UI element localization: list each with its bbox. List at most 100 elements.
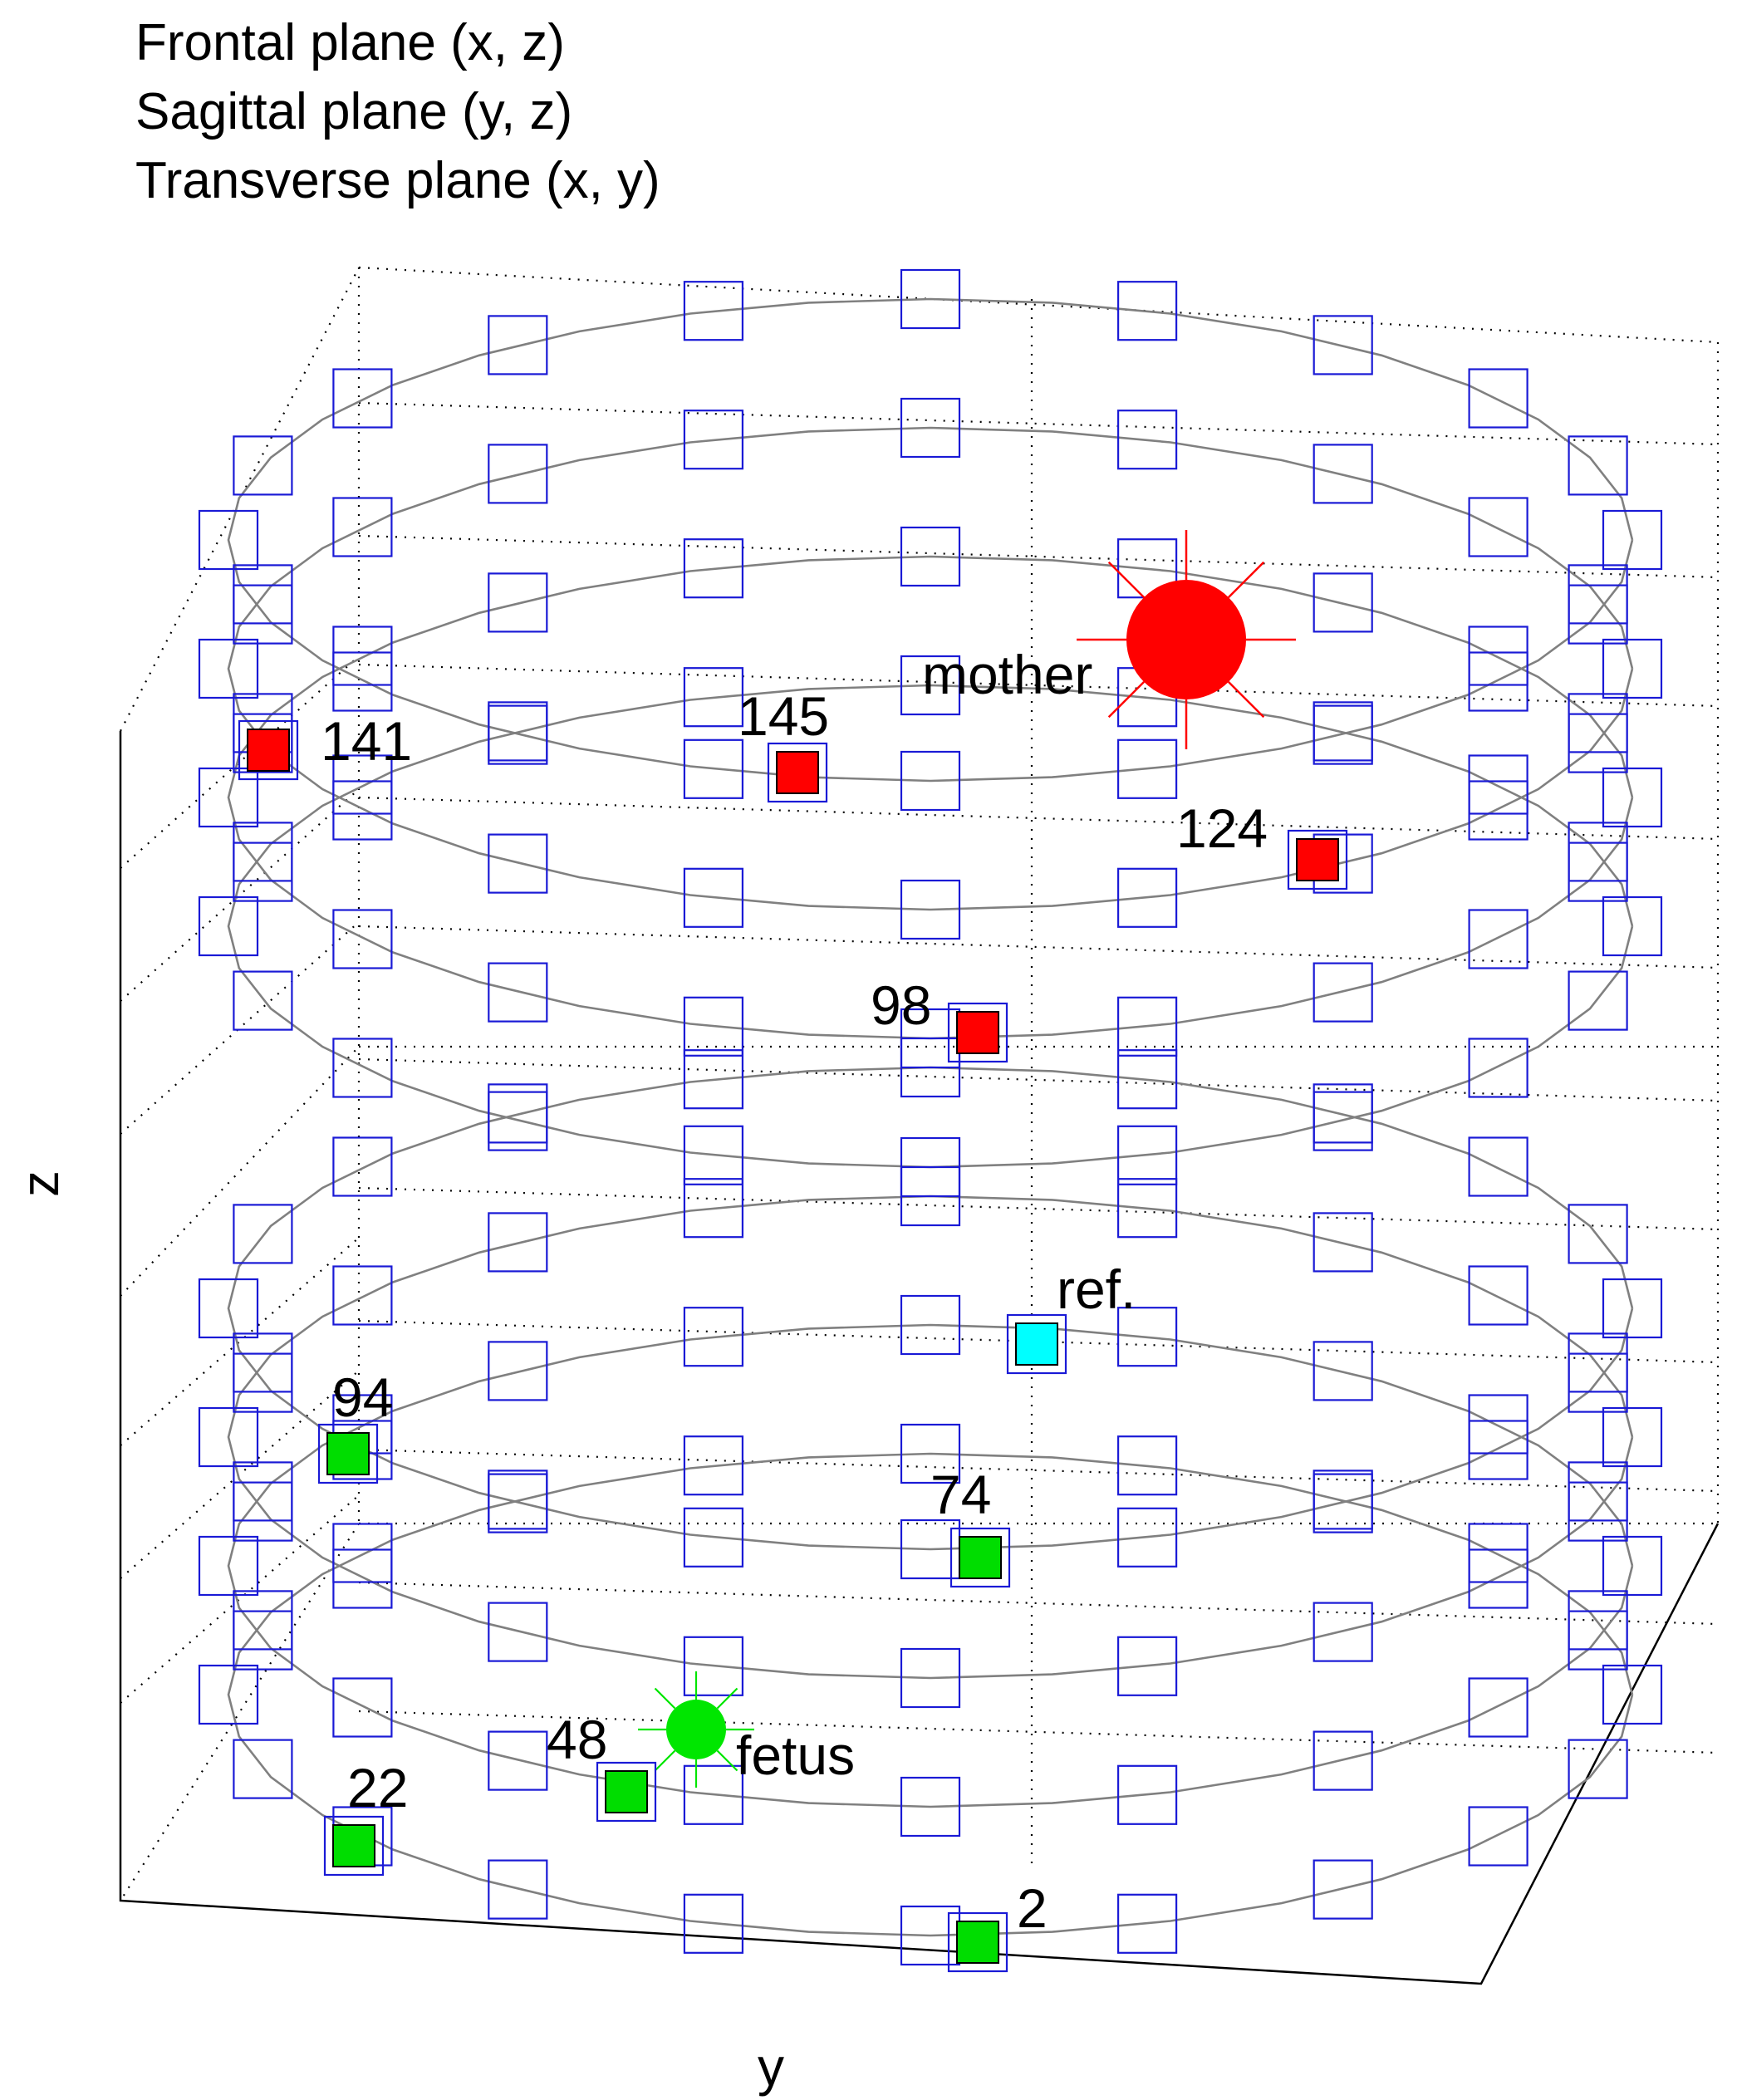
electrode-27 xyxy=(488,833,548,894)
electrode-53 xyxy=(488,572,548,633)
electrode-69 xyxy=(233,970,293,1031)
marked-outline-ref. xyxy=(1006,1313,1067,1375)
electrode-71 xyxy=(233,822,293,882)
electrode-60 xyxy=(1602,895,1663,957)
fetus-source: fetus xyxy=(638,1671,855,1788)
electrode-116 xyxy=(1116,1178,1178,1239)
electrode-130 xyxy=(198,1535,259,1597)
electrode-8 xyxy=(332,651,393,712)
electrode-26 xyxy=(683,867,744,928)
electrode-label-124: 124 xyxy=(1176,797,1268,859)
electrode-label-94: 94 xyxy=(332,1366,393,1428)
marked-fill-124 xyxy=(1296,838,1339,881)
electrode-52 xyxy=(332,626,393,686)
electrode-46 xyxy=(683,996,744,1057)
electrode-1 xyxy=(1568,584,1628,645)
marked-fill-ref. xyxy=(1015,1322,1058,1366)
electrode-15 xyxy=(900,268,961,330)
electrode-107 xyxy=(488,1602,548,1662)
electrode-5 xyxy=(900,750,961,812)
marked-fill-145 xyxy=(776,751,819,794)
electrode-101 xyxy=(1568,1481,1628,1542)
grid-line-21 xyxy=(358,1186,1719,1231)
electrode-155 xyxy=(900,1423,961,1484)
electrode-98 xyxy=(1468,1136,1528,1197)
electrode-126 xyxy=(683,1764,744,1825)
mother-ray-5 xyxy=(1107,561,1145,598)
grid-line-24 xyxy=(358,1581,1719,1626)
electrode-17 xyxy=(1313,315,1373,375)
fetus-ray-7 xyxy=(716,1687,738,1710)
marked-outline-48 xyxy=(596,1761,657,1823)
legend-sagittal: Sagittal plane (y, z) xyxy=(135,83,572,140)
electrode-20 xyxy=(1602,638,1663,699)
electrode-18 xyxy=(1468,368,1528,429)
electrode-144 xyxy=(1116,1893,1178,1954)
electrode-157 xyxy=(1313,1470,1373,1530)
grid-line-19 xyxy=(358,925,1719,969)
ring-line-2 xyxy=(227,555,1634,1040)
electrode-156 xyxy=(1116,1435,1178,1496)
electrode-93 xyxy=(488,1083,548,1144)
ring-line-0 xyxy=(227,297,1634,783)
marked-fill-98 xyxy=(956,1011,999,1054)
electrode-158 xyxy=(1468,1523,1528,1583)
electrode-70 xyxy=(198,895,259,957)
electrode-118 xyxy=(1468,1265,1528,1326)
electrode-154 xyxy=(683,1435,744,1496)
electrode-label-ref: ref. xyxy=(1057,1259,1136,1320)
mother-ray-1 xyxy=(1228,681,1265,719)
box-frame xyxy=(119,731,1720,1985)
electrode-97 xyxy=(1313,1083,1373,1144)
electrode-9 xyxy=(233,584,293,645)
fetus-rays xyxy=(638,1671,754,1788)
electrode-110 xyxy=(198,1406,259,1468)
marked-fill-74 xyxy=(959,1536,1002,1579)
electrode-label-74: 74 xyxy=(930,1464,991,1525)
legend-frontal: Frontal plane (x, z) xyxy=(135,14,565,71)
electrode-34 xyxy=(683,410,744,470)
electrode-94 xyxy=(683,1049,744,1110)
electrode-75 xyxy=(900,655,961,716)
electrode-82 xyxy=(1468,1420,1528,1480)
electrode-label-145: 145 xyxy=(738,685,829,747)
electrode-50 xyxy=(198,767,259,828)
marked-outline-98 xyxy=(947,1002,1008,1063)
electrode-54 xyxy=(683,538,744,599)
electrode-117 xyxy=(1313,1212,1373,1273)
electrode-124 xyxy=(1116,1764,1178,1825)
electrode-77 xyxy=(1313,701,1373,762)
electrode-62 xyxy=(1468,1038,1528,1098)
electrode-4 xyxy=(1116,738,1178,799)
mother-dot xyxy=(1126,580,1246,699)
electrode-123 xyxy=(1313,1730,1373,1791)
electrode-74 xyxy=(683,667,744,728)
electrode-151 xyxy=(233,1590,293,1651)
electrode-57 xyxy=(1313,572,1373,633)
electrode-37 xyxy=(1313,444,1373,504)
electrode-24 xyxy=(1116,867,1178,928)
electrode-140 xyxy=(1602,1664,1663,1725)
grid-line-8 xyxy=(120,1046,360,1297)
electrode-64 xyxy=(1116,1125,1178,1185)
electrode-48 xyxy=(332,909,393,969)
electrode-66 xyxy=(683,1125,744,1185)
electrode-104 xyxy=(1116,1636,1178,1696)
marked-outline-94 xyxy=(317,1423,379,1484)
legend: Frontal plane (x, z) Sagittal plane (y, … xyxy=(135,14,660,209)
mother-ray-7 xyxy=(1228,561,1265,598)
electrode-102 xyxy=(1468,1548,1528,1609)
electrode-125 xyxy=(900,1776,961,1838)
marked-labels: 141 145 124 98 ref. 94 74 48 22 2 xyxy=(321,685,1268,1939)
electrode-16 xyxy=(1116,281,1178,341)
marked-outline-74 xyxy=(949,1527,1011,1588)
electrode-149 xyxy=(233,1739,293,1799)
marked-outline-141 xyxy=(238,719,299,781)
electrode-86 xyxy=(683,1507,744,1568)
electrode-6 xyxy=(683,738,744,799)
axis-labels: z y x xyxy=(10,1170,784,2097)
electrode-147 xyxy=(488,1859,548,1920)
electrode-91 xyxy=(233,1204,293,1264)
electrode-25 xyxy=(900,879,961,940)
electrode-142 xyxy=(1468,1806,1528,1867)
